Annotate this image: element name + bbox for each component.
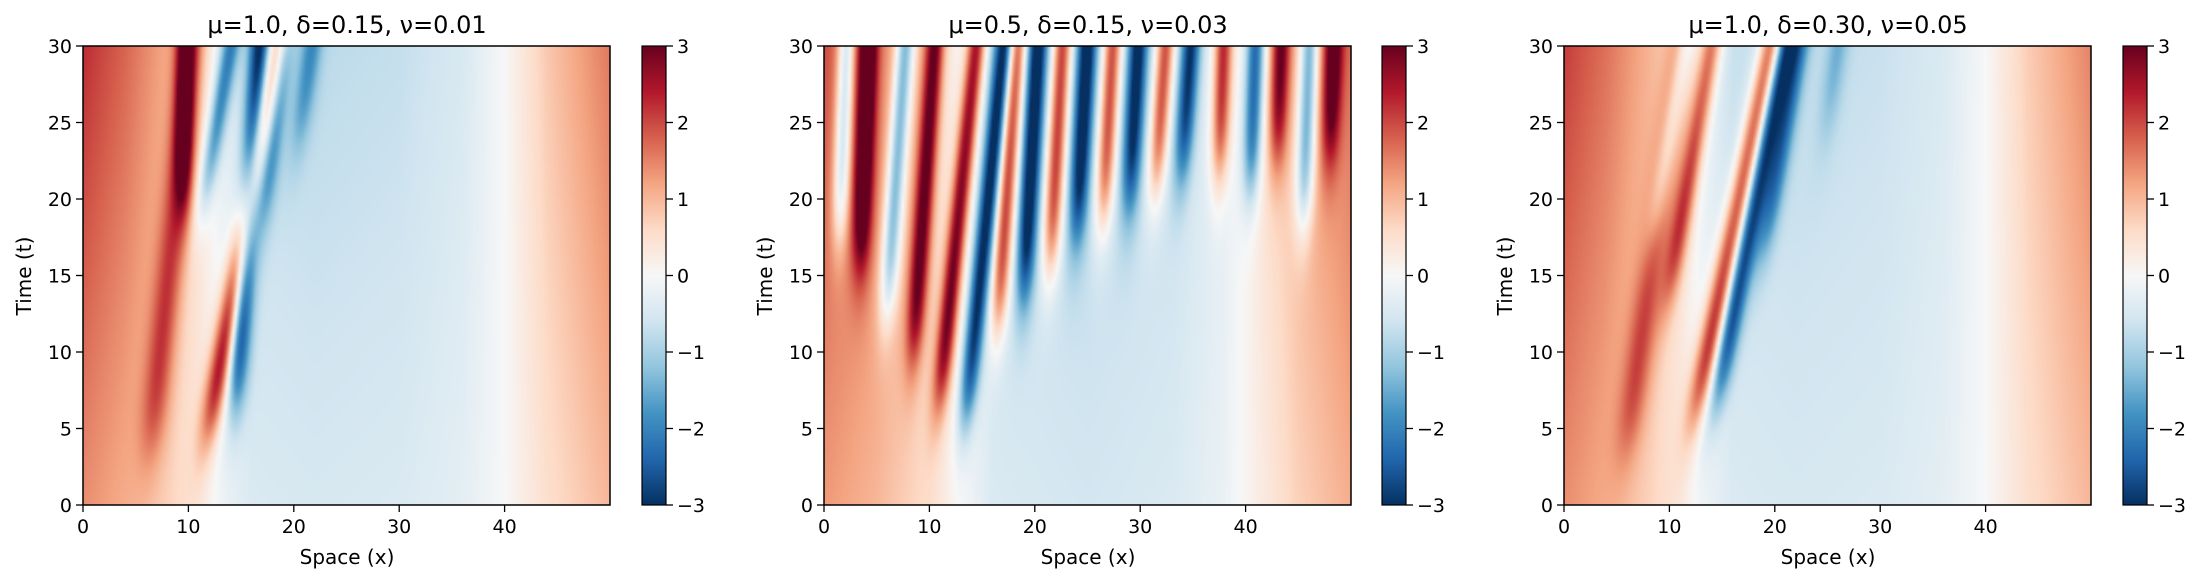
x-tick-label: 40: [1974, 516, 1998, 538]
chart-panel-1: μ=1.0, δ=0.15, ν=0.01 0 10 20 30 40 05101520…: [12, 11, 705, 569]
x-tick-label: 0: [1558, 516, 1570, 538]
colorbar-ticks: −3 −2 −1 0 1 2 3: [2147, 36, 2186, 517]
y-tick-label: 0: [1541, 495, 1553, 517]
y-tick-label: 20: [1529, 189, 1553, 211]
x-axis-label: Space (x): [1041, 545, 1136, 569]
x-tick-label: 30: [1128, 516, 1152, 538]
x-tick-label: 10: [1657, 516, 1681, 538]
colorbar-tick-label: 2: [1417, 113, 1429, 135]
colorbar-ticks: −3 −2 −1 0 1 2 3: [666, 36, 705, 517]
chart-panel-2: μ=0.5, δ=0.15, ν=0.03 0 10 20 30 40 05101520…: [753, 11, 1445, 569]
y-axis-ticks: 0 5 10 15 20 25 30: [1529, 36, 1564, 517]
y-axis-label: Time (t): [753, 237, 777, 317]
y-tick-label: 0: [60, 495, 72, 517]
y-tick-label: 25: [1529, 113, 1553, 135]
heatmap-area: [824, 46, 1351, 505]
colorbar-tick-label: −1: [1417, 342, 1445, 364]
y-axis-ticks: 0 5 10 15 20 25 30: [789, 36, 824, 517]
colorbar-ticks: −3 −2 −1 0 1 2 3: [1406, 36, 1445, 517]
x-axis-ticks: 0 10 20 30 40: [77, 505, 517, 538]
heatmap-image: [824, 46, 1351, 505]
colorbar-tick-label: −2: [1417, 419, 1445, 441]
y-tick-label: 10: [789, 342, 813, 364]
y-tick-label: 30: [48, 36, 72, 58]
y-tick-label: 30: [789, 36, 813, 58]
x-tick-label: 0: [818, 516, 830, 538]
chart-title: μ=1.0, δ=0.15, ν=0.01: [207, 11, 486, 39]
colorbar-tick-label: −1: [2158, 342, 2186, 364]
colorbar: [1381, 45, 1407, 506]
colorbar-tick-label: 1: [2158, 189, 2170, 211]
heatmap-image: [1564, 46, 2091, 505]
colorbar: [641, 45, 667, 506]
chart-title: μ=0.5, δ=0.15, ν=0.03: [948, 11, 1227, 39]
colorbar-tick-label: 0: [1417, 266, 1429, 288]
y-tick-label: 30: [1529, 36, 1553, 58]
chart-title: μ=1.0, δ=0.30, ν=0.05: [1688, 11, 1967, 39]
colorbar-tick-label: 3: [677, 36, 689, 58]
colorbar-tick-label: 0: [2158, 266, 2170, 288]
y-tick-label: 20: [789, 189, 813, 211]
x-tick-label: 30: [1868, 516, 1892, 538]
y-tick-label: 20: [48, 189, 72, 211]
colorbar-tick-label: −3: [2158, 495, 2186, 517]
colorbar-tick-label: 3: [1417, 36, 1429, 58]
colorbar-tick-label: −2: [677, 419, 705, 441]
y-tick-label: 25: [48, 113, 72, 135]
colorbar-tick-label: −3: [1417, 495, 1445, 517]
colorbar-tick-label: 2: [2158, 113, 2170, 135]
heatmap-image: [83, 46, 610, 505]
y-tick-label: 15: [789, 266, 813, 288]
chart-panel-3: μ=1.0, δ=0.30, ν=0.05 0 10 20 30 40 05101520…: [1493, 11, 2186, 569]
x-axis-label: Space (x): [300, 545, 395, 569]
y-tick-label: 5: [60, 419, 72, 441]
y-tick-label: 5: [1541, 419, 1553, 441]
y-tick-label: 15: [1529, 266, 1553, 288]
y-tick-label: 10: [48, 342, 72, 364]
y-tick-label: 25: [789, 113, 813, 135]
colorbar-tick-label: 1: [677, 189, 689, 211]
x-tick-label: 10: [917, 516, 941, 538]
x-tick-label: 0: [77, 516, 89, 538]
y-axis-ticks: 0 5 10 15 20 25 30: [48, 36, 83, 517]
x-tick-label: 30: [387, 516, 411, 538]
colorbar-tick-label: 3: [2158, 36, 2170, 58]
heatmap-area: [83, 46, 610, 505]
y-tick-label: 5: [801, 419, 813, 441]
y-tick-label: 10: [1529, 342, 1553, 364]
x-tick-label: 20: [1763, 516, 1787, 538]
x-axis-label: Space (x): [1781, 545, 1876, 569]
colorbar: [2122, 45, 2148, 506]
x-tick-label: 20: [282, 516, 306, 538]
colorbar-tick-label: −2: [2158, 419, 2186, 441]
colorbar-tick-label: 0: [677, 266, 689, 288]
colorbar-tick-label: 2: [677, 113, 689, 135]
colorbar-tick-label: 1: [1417, 189, 1429, 211]
x-axis-ticks: 0 10 20 30 40: [1558, 505, 1998, 538]
colorbar-tick-label: −3: [677, 495, 705, 517]
x-tick-label: 40: [493, 516, 517, 538]
y-axis-label: Time (t): [1493, 237, 1517, 317]
x-tick-label: 10: [176, 516, 200, 538]
x-axis-ticks: 0 10 20 30 40: [818, 505, 1258, 538]
heatmap-area: [1564, 46, 2091, 505]
y-axis-label: Time (t): [12, 237, 36, 317]
x-tick-label: 40: [1234, 516, 1258, 538]
y-tick-label: 0: [801, 495, 813, 517]
colorbar-tick-label: −1: [677, 342, 705, 364]
y-tick-label: 15: [48, 266, 72, 288]
x-tick-label: 20: [1023, 516, 1047, 538]
